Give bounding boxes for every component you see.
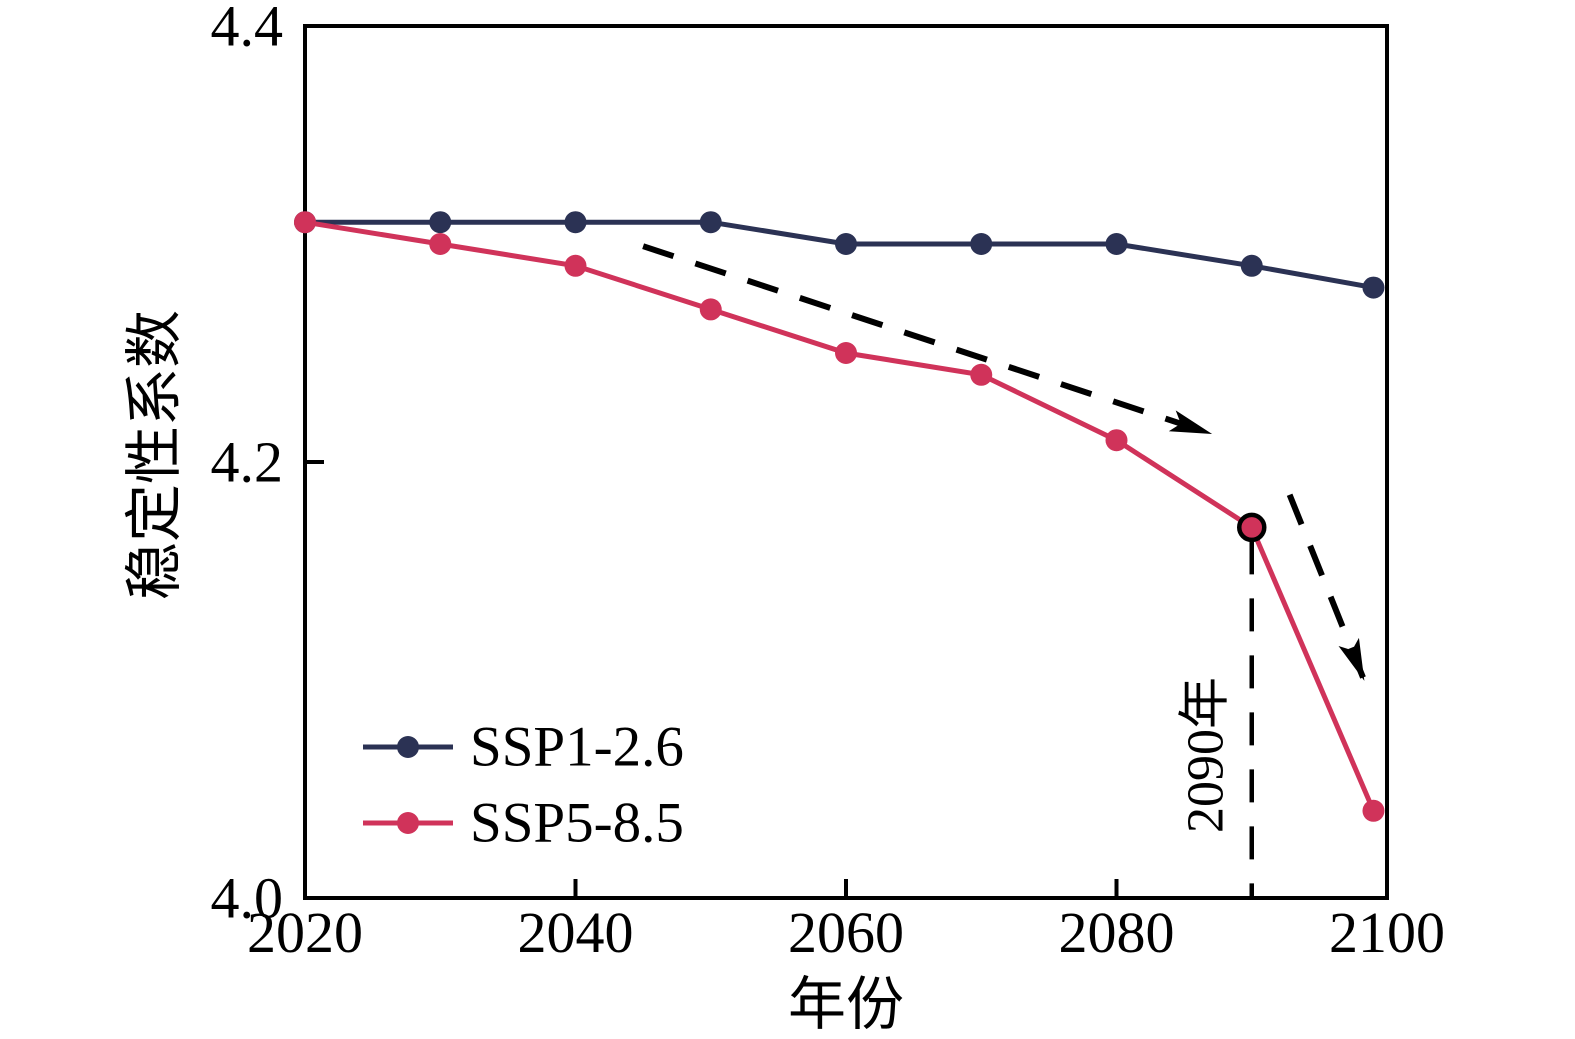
data-point-ssp5-8.5	[1362, 799, 1385, 822]
data-point-ssp1-2.6	[699, 211, 722, 234]
legend-marker	[397, 736, 419, 758]
data-point-ssp5-8.5	[564, 254, 587, 277]
legend-marker	[397, 812, 419, 834]
y-tick-label: 4.4	[211, 0, 284, 59]
data-point-ssp1-2.6	[1362, 276, 1385, 299]
plot-border	[303, 24, 1389, 900]
data-point-ssp1-2.6	[429, 211, 452, 234]
trend-arrow	[1286, 493, 1367, 682]
legend-label: SSP1-2.6	[470, 716, 684, 779]
x-tick-label: 2040	[518, 900, 634, 965]
data-point-ssp5-8.5	[294, 211, 316, 234]
trend-arrow	[642, 243, 1213, 437]
data-point-ssp1-2.6	[835, 233, 857, 255]
x-axis-label: 年份	[787, 972, 905, 1037]
y-tick-label: 4.0	[211, 866, 284, 931]
axis-ticks: 2020 2040 2060 2080 2100 4.0 4.2 4.4	[211, 0, 1446, 965]
series-line-ssp1-2.6	[305, 219, 1374, 291]
y-tick-label: 4.2	[211, 430, 284, 495]
highlighted-data-point	[1237, 512, 1267, 543]
x-tick-label: 2100	[1329, 900, 1445, 965]
data-point-ssp5-8.5	[970, 363, 993, 386]
data-point-ssp1-2.6	[970, 233, 993, 255]
y-axis-label: 稳定性系数	[122, 309, 187, 601]
data-point-ssp5-8.5	[429, 233, 452, 255]
x-tick-label: 2080	[1059, 900, 1175, 965]
data-point-ssp1-2.6	[564, 211, 587, 234]
data-point-ssp5-8.5	[699, 298, 722, 321]
vline-label: 2090年	[1178, 677, 1235, 833]
x-tick-label: 2060	[788, 900, 904, 965]
data-point-ssp5-8.5	[835, 342, 857, 364]
x-tick-label: 2020	[247, 900, 363, 965]
legend: SSP1-2.6 SSP5-8.5	[363, 716, 684, 855]
legend-label: SSP5-8.5	[470, 792, 684, 855]
data-point-ssp1-2.6	[1105, 233, 1128, 255]
data-point-ssp1-2.6	[1240, 254, 1263, 277]
data-point-ssp5-8.5	[1105, 429, 1128, 452]
